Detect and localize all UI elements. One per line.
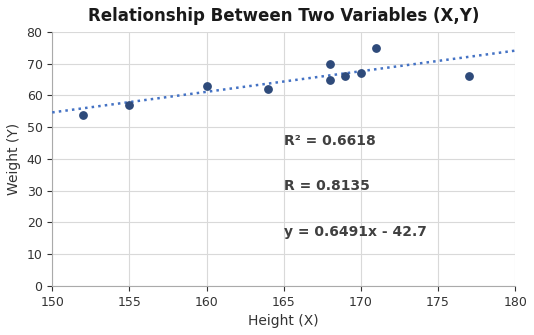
- Point: [202, 83, 211, 89]
- Point: [357, 71, 365, 76]
- Point: [326, 77, 334, 82]
- Point: [341, 74, 350, 79]
- Text: R = 0.8135: R = 0.8135: [284, 179, 370, 193]
- Point: [326, 61, 334, 66]
- Point: [372, 45, 381, 51]
- Point: [465, 74, 473, 79]
- X-axis label: Height (X): Height (X): [248, 314, 319, 328]
- Y-axis label: Weight (Y): Weight (Y): [7, 123, 21, 195]
- Text: R² = 0.6618: R² = 0.6618: [284, 134, 375, 147]
- Text: y = 0.6491x - 42.7: y = 0.6491x - 42.7: [284, 225, 427, 239]
- Title: Relationship Between Two Variables (X,Y): Relationship Between Two Variables (X,Y): [88, 7, 480, 25]
- Point: [264, 86, 272, 92]
- Point: [79, 112, 88, 117]
- Point: [125, 102, 134, 108]
